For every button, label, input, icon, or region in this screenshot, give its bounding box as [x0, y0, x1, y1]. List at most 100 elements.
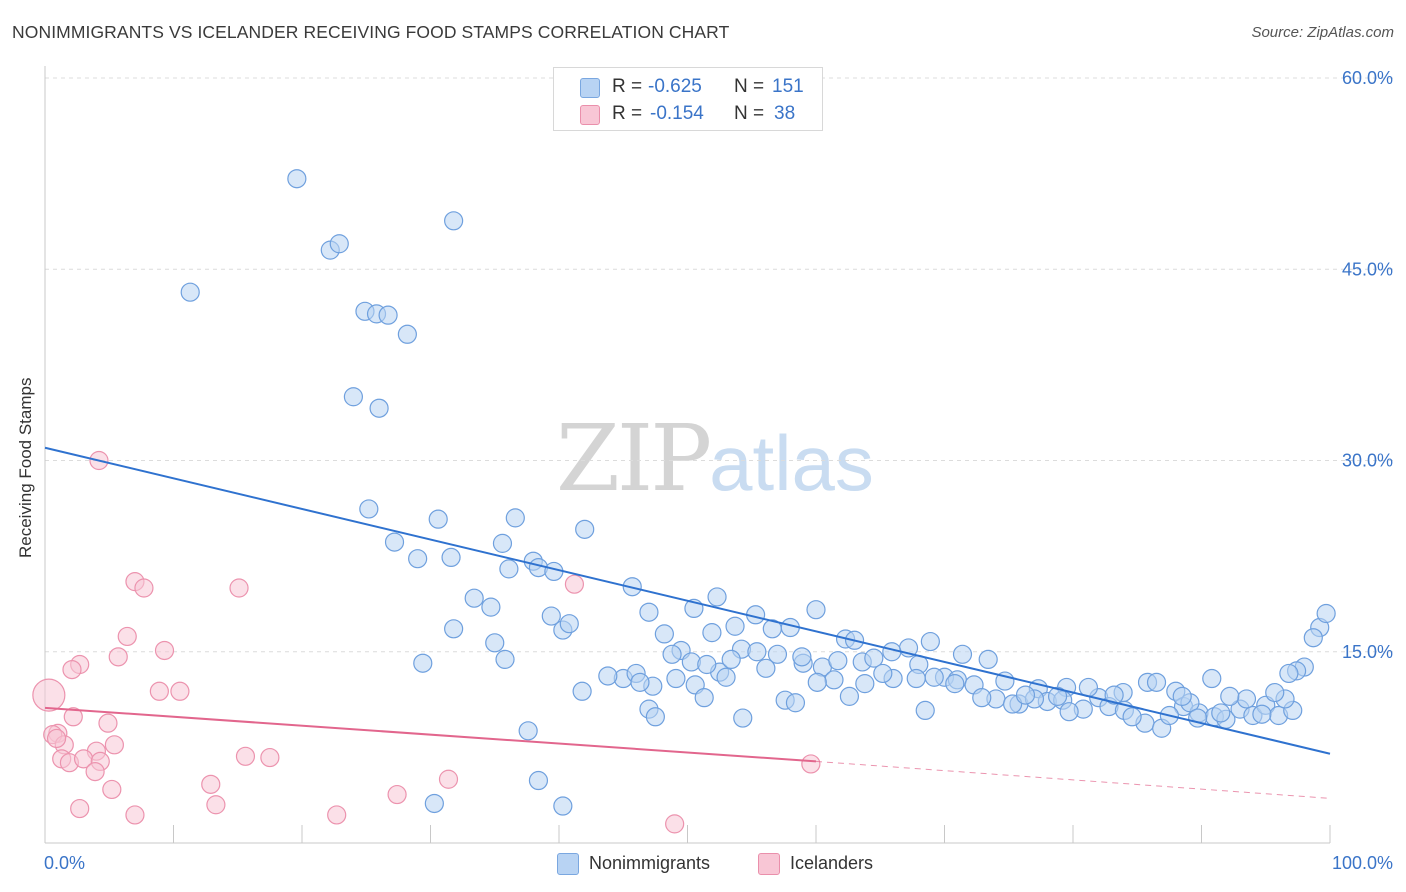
watermark: ZIPatlas — [556, 405, 874, 512]
nonimmigrants-point — [1146, 672, 1167, 692]
nonimmigrants-point — [697, 654, 717, 675]
nonimmigrants-point — [767, 644, 788, 664]
icelanders-point — [154, 640, 175, 661]
bottom-legend-label: Nonimmigrants — [589, 853, 711, 873]
icelanders-point — [206, 795, 226, 815]
nonimmigrants-point — [397, 324, 417, 344]
nonimmigrants-point — [915, 700, 935, 721]
nonimmigrants-point — [180, 282, 200, 302]
icelanders-point — [46, 728, 67, 749]
icelanders-point — [229, 578, 249, 598]
legend-row-nonimmigrants: R = -0.625 N = 151 — [554, 75, 822, 101]
x-tick-label: 0.0% — [44, 853, 85, 873]
icelanders-point — [134, 578, 154, 598]
nonimmigrants-point — [384, 532, 405, 552]
nonimmigrants-point — [1202, 668, 1222, 689]
nonimmigrants-point — [541, 606, 561, 626]
nonimmigrants-point — [972, 688, 992, 708]
y-tick-label: 60.0% — [1342, 68, 1393, 88]
nonimmigrants-point — [359, 499, 379, 519]
icelanders-point — [70, 798, 90, 819]
x-tick-label: 100.0% — [1332, 853, 1393, 873]
nonimmigrants-point — [792, 647, 812, 667]
nonimmigrants-point — [716, 667, 736, 687]
nonimmigrants-point — [1303, 628, 1323, 648]
icelanders-point — [85, 761, 105, 782]
icelanders-point — [801, 754, 821, 774]
nonimmigrants-point — [1015, 685, 1036, 705]
nonimmigrants-point — [747, 642, 767, 662]
nonimmigrants-point — [428, 509, 448, 529]
nonimmigrants-point — [329, 234, 349, 254]
grid-lines — [45, 77, 1395, 653]
nonimmigrants-point — [864, 648, 884, 668]
nonimmigrants-point — [1047, 686, 1068, 706]
nonimmigrants-point — [1279, 663, 1299, 684]
nonimmigrants-point — [1220, 686, 1240, 706]
y-axis-label: Receiving Food Stamps — [16, 377, 35, 558]
nonimmigrants-point — [481, 597, 501, 617]
icelanders-point — [387, 784, 407, 805]
nonimmigrants-point — [654, 624, 674, 644]
icelanders-point — [149, 681, 169, 701]
nonimmigrants-point — [806, 600, 826, 620]
icelanders-point — [235, 746, 256, 766]
icelanders-point — [108, 647, 128, 667]
legend-n-value: 151 — [772, 76, 804, 97]
nonimmigrants-point — [807, 672, 827, 692]
nonimmigrants-point — [828, 651, 848, 671]
nonimmigrants-point — [559, 614, 579, 634]
icelanders-point — [260, 747, 280, 768]
nonimmigrants-point — [702, 623, 722, 643]
nonimmigrants-point — [945, 674, 965, 694]
nonimmigrants-point — [839, 686, 860, 706]
nonimmigrants-point — [855, 674, 875, 694]
legend-n-value: 38 — [774, 103, 796, 124]
nonimmigrants-point — [978, 649, 998, 670]
icelanders-point — [665, 814, 685, 834]
chart-title: NONIMMIGRANTS VS ICELANDER RECEIVING FOO… — [12, 22, 730, 42]
nonimmigrants-point — [1104, 685, 1124, 705]
nonimmigrants-point — [598, 666, 618, 686]
nonimmigrants-point — [630, 672, 650, 692]
icelanders-point — [117, 626, 137, 647]
legend-swatch-icelanders — [580, 105, 600, 125]
nonimmigrants-point — [441, 547, 461, 568]
nonimmigrants-point — [485, 633, 505, 653]
correlation-legend: R = -0.625 N = 151 R = -0.154 N = 38 — [553, 67, 823, 131]
nonimmigrants-point — [495, 649, 515, 670]
nonimmigrants-point — [924, 667, 944, 687]
nonimmigrants-point — [518, 721, 538, 741]
nonimmigrants-point — [444, 619, 464, 639]
nonimmigrants-point — [785, 693, 806, 713]
nonimmigrants-point — [666, 668, 686, 689]
nonimmigrants-point — [707, 587, 727, 607]
legend-r-value: -0.154 — [650, 103, 704, 124]
legend-row-icelanders: R = -0.154 N = 38 — [554, 102, 822, 128]
icelanders-point — [104, 735, 124, 755]
nonimmigrants-point — [662, 644, 682, 664]
nonimmigrants-point — [1172, 686, 1192, 706]
nonimmigrants-point — [1265, 682, 1285, 703]
icelanders-trend-line — [44, 706, 817, 763]
icelanders-point — [327, 805, 347, 825]
nonimmigrants-point — [645, 707, 665, 727]
nonimmigrants-point — [343, 387, 363, 407]
y-tick-label: 15.0% — [1342, 642, 1393, 662]
legend-r-label: R = — [612, 103, 643, 124]
icelanders-point — [98, 713, 118, 733]
nonimmigrants-point — [499, 559, 519, 579]
icelanders-point — [102, 779, 122, 800]
nonimmigrants-point — [553, 796, 573, 816]
legend-n-label: N = — [734, 76, 765, 97]
nonimmigrants-point — [952, 644, 973, 664]
nonimmigrants-point — [756, 658, 776, 678]
nonimmigrants-point — [873, 663, 893, 684]
nonimmigrants-point — [464, 588, 484, 608]
y-tick-label: 45.0% — [1342, 259, 1393, 279]
nonimmigrants-point — [1059, 702, 1079, 722]
icelanders-point — [170, 681, 190, 701]
nonimmigrants-point — [528, 770, 549, 791]
nonimmigrants-point — [725, 616, 745, 636]
